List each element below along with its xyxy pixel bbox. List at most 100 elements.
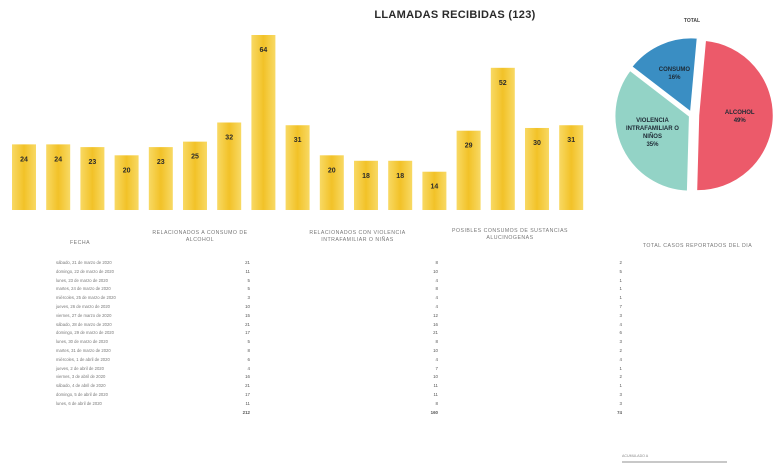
table-cell-total: 1 (619, 277, 622, 283)
table-cell-total: 6 (619, 330, 622, 336)
table-cell-violencia: 16 (433, 321, 438, 327)
bar-value-label: 20 (123, 167, 131, 174)
table-cell-fecha: jueves, 26 de marzo de 2020 (56, 304, 111, 309)
table-cell-alcohol: 17 (245, 330, 250, 336)
table-cell-total: 7 (619, 304, 622, 309)
bar (80, 147, 105, 210)
table-cell-alcohol: 16 (245, 374, 250, 380)
table-cell-fecha: lunes, 6 de abril de 2020 (56, 400, 102, 406)
table-cell-alcohol: 17 (245, 392, 250, 397)
bar (490, 67, 515, 210)
bar-value-label: 24 (20, 156, 28, 163)
bar-value-label: 25 (191, 154, 199, 161)
bar-value-label: 20 (328, 167, 336, 174)
table-cell-alcohol: 5 (247, 339, 250, 345)
bar-value-label: 31 (567, 137, 575, 144)
pie-slice-label: ALCOHOL 49% (725, 110, 755, 124)
bar (422, 171, 447, 210)
table-cell-fecha: lunes, 23 de marzo de 2020 (56, 277, 108, 283)
table-cell-violencia: 10 (433, 268, 438, 274)
bar (148, 147, 173, 210)
table-cell-total: 2 (619, 374, 622, 380)
table-cell-alcohol: 4 (247, 365, 250, 371)
table-cell-total: 4 (619, 356, 622, 362)
table-cell-total: 5 (619, 268, 622, 274)
table-cell-violencia: 4 (435, 356, 438, 362)
table-cell-alcohol: 15 (245, 312, 250, 318)
bar-value-label: 23 (89, 159, 97, 166)
pie-slice (629, 35, 700, 116)
bar-value-label: 31 (294, 137, 302, 144)
table-cell-total: 3 (619, 339, 622, 345)
footnote-line (622, 461, 727, 463)
pie-slice (694, 38, 776, 193)
table-cell-fecha: martes, 24 de marzo de 2020 (56, 286, 111, 292)
table-cell-fecha: miércoles, 25 de marzo de 2020 (56, 295, 116, 301)
bar-value-label: 32 (225, 135, 233, 142)
table-cell-fecha: sábado, 21 de marzo de 2020 (56, 260, 112, 265)
table-cell-fecha: sábado, 4 de abril de 2020 (56, 383, 106, 389)
table-cell-alcohol: 10 (245, 304, 250, 309)
header-alcohol: RELACIONADOS A CONSUMO DE ALCOHOL (152, 230, 248, 243)
bar-value-label: 64 (260, 47, 268, 54)
total-alcohol: 212 (242, 409, 250, 415)
table-cell-alcohol: 5 (247, 286, 250, 292)
table-cell-fecha: jueves, 2 de abril de 2020 (56, 365, 104, 371)
bar (354, 160, 378, 210)
table-cell-alcohol: 3 (247, 295, 250, 301)
table-cell-violencia: 4 (435, 304, 438, 309)
table-cell-fecha: miércoles, 1 de abril de 2020 (56, 356, 110, 362)
bar-value-label: 52 (499, 80, 507, 87)
table-cell-alcohol: 8 (247, 348, 250, 353)
table-cell-violencia: 4 (435, 277, 438, 283)
chart-title: LLAMADAS RECIBIDAS (123) (374, 9, 536, 21)
bar (319, 155, 344, 210)
bar-chart: 24 24 23 20 23 25 32 64 31 20 18 18 14 29 52 30 31 (12, 35, 584, 210)
bar (525, 127, 549, 210)
table-cell-fecha: viernes, 3 de abril de 2020 (56, 374, 106, 380)
bar (217, 122, 242, 210)
total-violencia: 160 (430, 409, 438, 415)
table-cell-total: 1 (619, 286, 622, 292)
bar (114, 155, 139, 210)
table-cell-fecha: lunes, 30 de marzo de 2020 (56, 339, 108, 345)
table-cell-total: 3 (619, 392, 622, 397)
footnote: ACUMULADO A (622, 454, 649, 458)
table-cell-violencia: 8 (435, 260, 438, 265)
table-cell-fecha: martes, 31 de marzo de 2020 (56, 348, 111, 353)
bar-value-label: 24 (54, 156, 62, 163)
table-cell-fecha: sábado, 28 de marzo de 2020 (56, 321, 112, 327)
table-cell-total: 1 (619, 365, 622, 371)
bar (183, 141, 207, 210)
table-cell-alcohol: 11 (245, 400, 250, 406)
table-cell-violencia: 21 (433, 330, 438, 336)
bar (388, 160, 413, 210)
table-cell-alcohol: 21 (245, 260, 250, 265)
bar (46, 144, 71, 210)
table-cell-total: 2 (619, 260, 622, 265)
table-cell-violencia: 8 (435, 286, 438, 292)
table-cell-total: 2 (619, 348, 622, 353)
bar (559, 125, 584, 210)
header-fecha: FECHA (69, 240, 91, 246)
table-cell-total: 3 (619, 400, 622, 406)
table-cell-alcohol: 6 (247, 356, 250, 362)
table-cell-violencia: 4 (435, 295, 438, 301)
header-total: TOTAL CASOS REPORTADOS DEL DIA (642, 243, 753, 249)
table-cell-fecha: viernes, 27 de marzo de 2020 (56, 312, 112, 318)
table-cell-total: 3 (619, 312, 622, 318)
table-cell-total: 1 (619, 383, 622, 389)
bar (456, 130, 481, 210)
pie-title: TOTAL (684, 18, 700, 24)
table-cell-violencia: 8 (435, 400, 438, 406)
table-cell-violencia: 12 (433, 312, 438, 318)
bar-value-label: 30 (533, 140, 541, 147)
bar-value-label: 18 (362, 173, 370, 180)
bar (285, 125, 310, 210)
bar (251, 35, 276, 210)
table-cell-alcohol: 21 (245, 383, 250, 389)
table-cell-violencia: 11 (433, 392, 438, 397)
header-violencia: RELACIONADOS CON VIOLENCIA INTRAFAMILIAR… (309, 230, 406, 243)
